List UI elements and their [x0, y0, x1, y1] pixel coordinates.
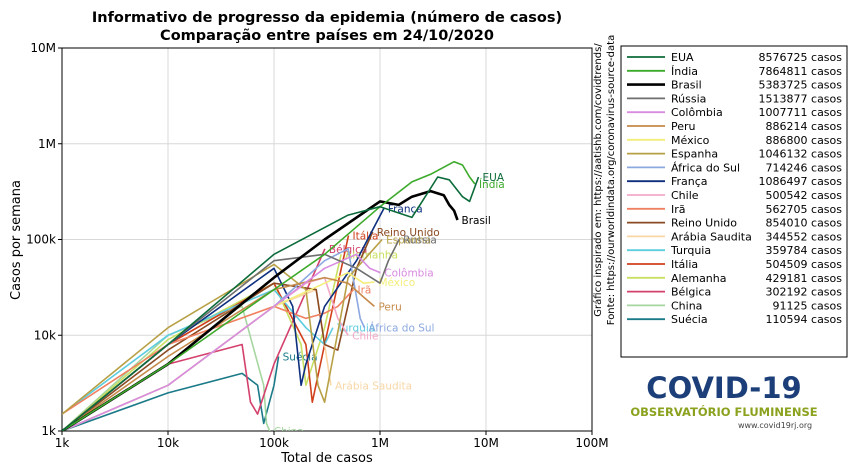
legend-total: 91125 casos [773, 299, 843, 312]
x-tick-label: 100M [575, 436, 608, 450]
legend-label: Colômbia [671, 106, 723, 119]
legend-label: Arábia Saudita [671, 230, 752, 243]
x-tick-label: 10M [473, 436, 499, 450]
series-end-label: Reino Unido [377, 227, 440, 239]
legend-label: Chile [671, 189, 699, 202]
legend-label: África do Sul [671, 161, 740, 174]
series-end-label: Arábia Saudita [335, 380, 412, 392]
legend-total: 1046132 casos [759, 148, 843, 161]
legend-label: EUA [671, 51, 694, 64]
legend-label: México [671, 134, 710, 147]
source-note: Gráfico inspirado em: https://aatishb.co… [592, 43, 604, 317]
legend-label: China [671, 299, 702, 312]
legend-label: França [671, 175, 708, 188]
series-line [62, 238, 383, 415]
legend-total: 429181 casos [766, 272, 843, 285]
series-line [62, 305, 271, 431]
series-line [62, 176, 480, 431]
y-axis-label: Casos por semana [9, 180, 24, 300]
legend-total: 562705 casos [766, 203, 843, 216]
legend-total: 110594 casos [766, 313, 843, 326]
chart-title: Informativo de progresso da epidemia (nú… [92, 10, 562, 26]
series-end-label: México [378, 277, 415, 289]
y-tick-label: 1k [41, 424, 56, 438]
plot-area: SuéciaChinaBélgicaAlemanhaItáliaTurquiaA… [62, 160, 505, 438]
x-tick-label: 100k [259, 436, 289, 450]
source-note: Fonte: https://ourworldindata.org/corona… [606, 35, 617, 325]
series-end-label: Colômbia [384, 268, 433, 280]
logo-url: www.covid19rj.org [738, 421, 812, 430]
legend-label: Suécia [671, 313, 708, 326]
series-end-label: Chile [352, 330, 378, 342]
legend-total: 854010 casos [766, 217, 843, 230]
series-end-label: EUA [483, 172, 505, 184]
legend-label: Espanha [671, 148, 718, 161]
series-line [62, 288, 334, 415]
legend-label: Itália [671, 258, 698, 271]
legend-total: 5383725 casos [759, 79, 843, 92]
logo-title: COVID-19 [646, 371, 801, 405]
legend-label: Irã [671, 203, 686, 216]
series-end-label: Irã [358, 285, 372, 297]
y-tick-label: 10M [30, 41, 56, 55]
legend-total: 500542 casos [766, 189, 843, 202]
legend-total: 344552 casos [766, 230, 843, 243]
series-line [62, 239, 400, 431]
series-line [62, 160, 476, 431]
series-end-label: Itália [353, 231, 379, 243]
legend-label: Turquia [670, 244, 711, 257]
x-tick-label: 1k [55, 436, 70, 450]
y-tick-label: 10k [34, 328, 56, 342]
series-line [62, 189, 459, 431]
legend-total: 7864811 casos [759, 65, 843, 78]
legend-total: 1007711 casos [759, 106, 843, 119]
series-line [62, 254, 342, 431]
legend-label: Bélgica [671, 286, 711, 299]
x-tick-label: 1M [371, 436, 389, 450]
legend-label: Brasil [671, 79, 702, 92]
series-end-label: China [274, 426, 304, 438]
series-line [62, 276, 375, 431]
logo: COVID-19 OBSERVATÓRIO FLUMINENSE www.cov… [630, 371, 817, 430]
x-axis-label: Total de casos [280, 451, 373, 464]
legend-total: 504509 casos [766, 258, 843, 271]
legend-total: 8576725 casos [759, 51, 843, 64]
legend-label: Rússia [671, 92, 706, 105]
x-tick-label: 10k [157, 436, 179, 450]
legend-label: Alemanha [671, 272, 727, 285]
legend-total: 714246 casos [766, 161, 843, 174]
logo-subtitle: OBSERVATÓRIO FLUMINENSE [630, 404, 817, 419]
legend-total: 1086497 casos [759, 175, 843, 188]
legend-total: 1513877 casos [759, 92, 843, 105]
plot-frame [61, 47, 593, 432]
series-end-label: Brasil [461, 215, 490, 227]
legend-total: 886214 casos [766, 120, 843, 133]
legend-total: 886800 casos [766, 134, 843, 147]
series-end-label: Peru [378, 301, 401, 313]
y-tick-label: 100k [26, 233, 56, 247]
series-end-label: Suécia [283, 351, 318, 363]
series-end-label: Índia [479, 178, 505, 191]
series-end-label: Rússia [403, 235, 437, 247]
chart-subtitle: Comparação entre países em 24/10/2020 [160, 28, 494, 44]
y-tick-label: 1M [38, 137, 56, 151]
series-line [62, 208, 385, 431]
legend-label: Reino Unido [671, 217, 737, 230]
legend-total: 359784 casos [766, 244, 843, 257]
series-end-label: África do Sul [369, 322, 435, 335]
series-line [62, 356, 280, 431]
legend-label: Índia [671, 65, 698, 78]
series-line [62, 253, 381, 431]
legend-label: Peru [671, 120, 696, 133]
legend-total: 302192 casos [766, 286, 843, 299]
series-line [62, 271, 375, 431]
